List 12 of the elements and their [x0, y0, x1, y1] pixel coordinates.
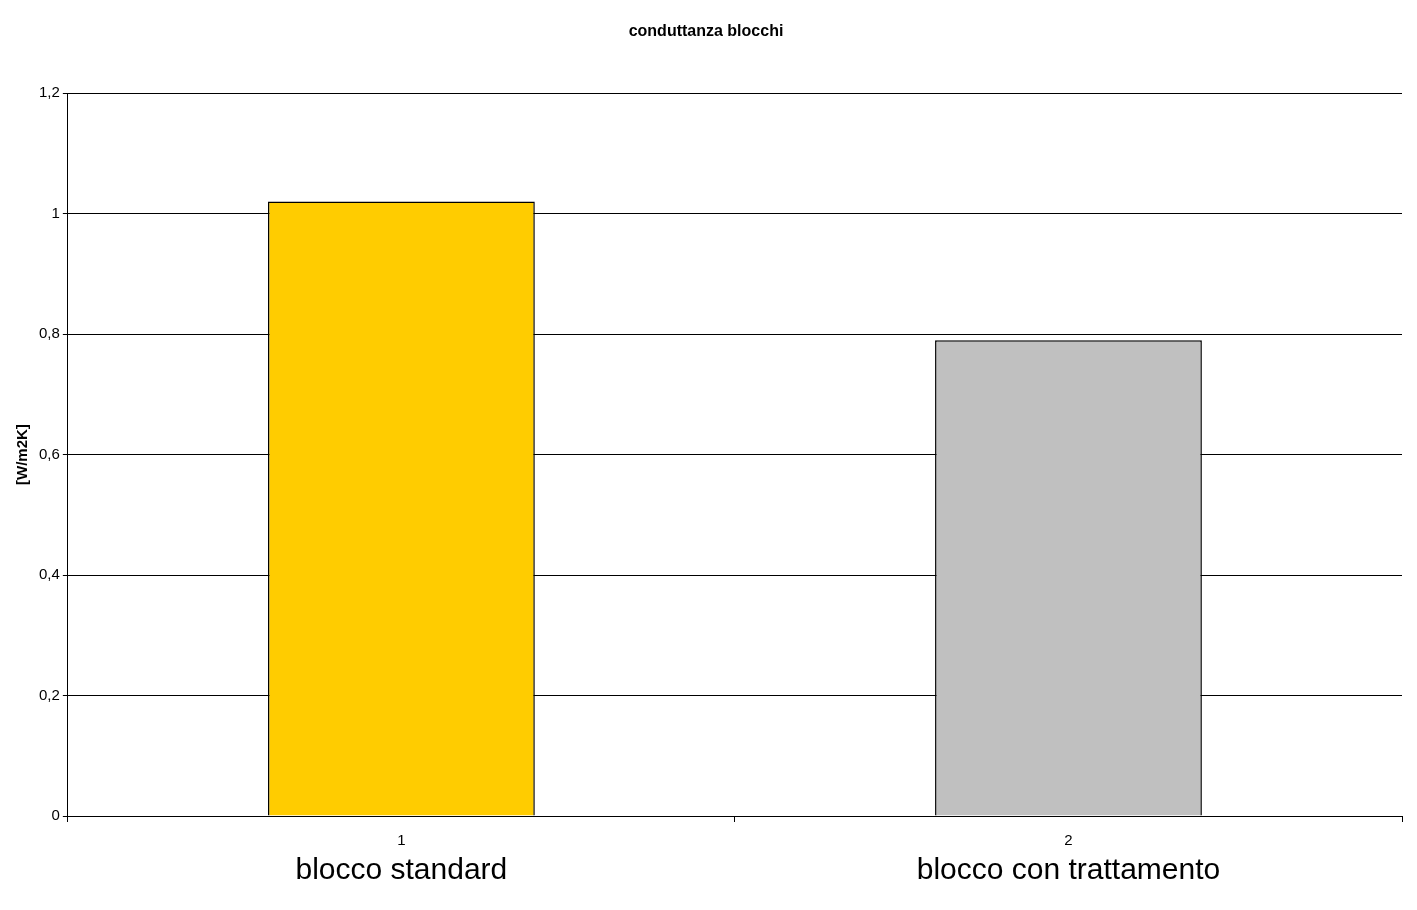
y-tick-label: 0,4 [38, 565, 60, 583]
y-tick-label: 1 [51, 203, 60, 221]
y-tick-label: 1,2 [38, 83, 60, 101]
text: blocco standard [295, 852, 508, 886]
y-tick-label: 0,8 [38, 324, 60, 342]
chart-title: conduttanza blocchi [628, 22, 784, 40]
y-axis-title: [W/m2K] [13, 424, 31, 486]
y-tick-label: 0,2 [38, 685, 60, 703]
y-tick-label: 0,6 [38, 444, 60, 462]
y-tick-label: 0 [51, 806, 60, 824]
text: blocco con trattamento [916, 852, 1221, 886]
x-tick-label: 2 [1064, 831, 1073, 849]
